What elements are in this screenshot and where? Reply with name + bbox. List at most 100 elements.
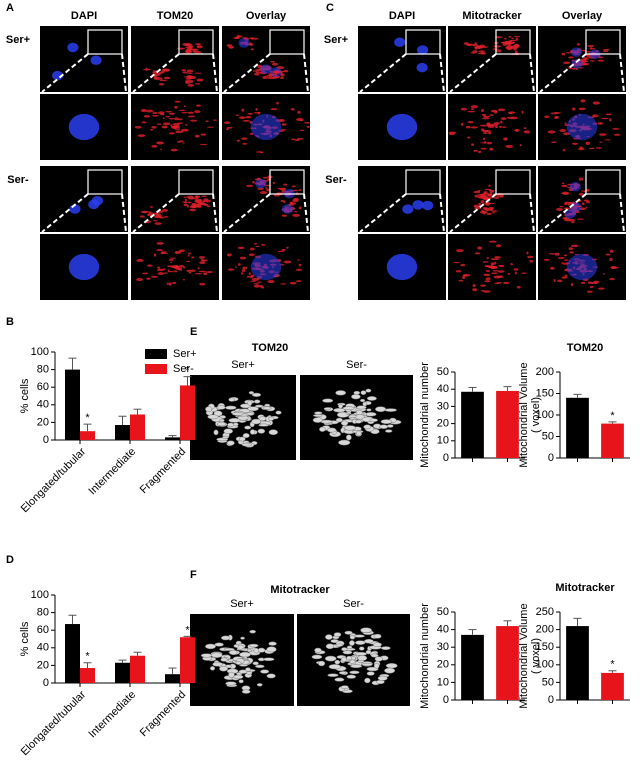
- mito: [504, 41, 511, 44]
- mito-3d: [346, 674, 357, 679]
- mito-3d: [238, 679, 244, 684]
- mito: [156, 249, 164, 252]
- mito: [277, 250, 285, 253]
- y-tick-label: 150: [536, 387, 554, 399]
- mito: [293, 211, 298, 213]
- mito: [604, 139, 611, 141]
- y-axis-label: Mitochondrial Volume: [518, 362, 530, 467]
- mito: [226, 253, 232, 257]
- zoom-line: [449, 193, 497, 233]
- mito: [205, 120, 209, 123]
- mito: [579, 146, 583, 150]
- mito: [192, 197, 199, 200]
- zoom-line: [41, 193, 89, 233]
- mito-3d: [377, 675, 388, 681]
- mito-3d: [327, 673, 339, 677]
- mito: [183, 196, 188, 198]
- mito: [480, 194, 488, 198]
- bar: [461, 391, 484, 458]
- significance: *: [85, 651, 90, 663]
- y-tick-label: 30: [437, 400, 449, 412]
- mito: [296, 138, 304, 140]
- bar: [496, 390, 519, 458]
- mito: [254, 72, 260, 76]
- nucleus: [570, 47, 582, 57]
- mito-3d: [384, 667, 396, 674]
- mito-3d: [322, 398, 334, 403]
- mito-3d: [312, 417, 323, 423]
- mito: [491, 212, 496, 214]
- mito: [229, 47, 233, 49]
- mito: [473, 149, 479, 152]
- mito: [586, 200, 591, 204]
- zoom-line: [439, 53, 445, 93]
- mito-3d: [366, 671, 375, 676]
- mito: [170, 148, 178, 152]
- mito: [609, 118, 612, 122]
- mito: [488, 131, 492, 135]
- y-tick-label: 200: [536, 366, 554, 378]
- panel-letter: D: [6, 554, 14, 566]
- y-tick-label: 10: [437, 435, 449, 447]
- mito: [509, 39, 513, 43]
- mito: [467, 136, 471, 139]
- nucleus: [250, 113, 282, 141]
- mito: [153, 253, 157, 257]
- x-tick-label: Fragmented: [138, 689, 188, 739]
- mito: [183, 201, 188, 204]
- mito: [206, 126, 215, 128]
- mito-3d: [258, 423, 270, 427]
- mito-3d: [239, 651, 251, 658]
- mito: [295, 280, 302, 282]
- mito-3d: [222, 435, 229, 439]
- mito: [494, 110, 498, 114]
- mito: [283, 260, 292, 264]
- mito: [501, 126, 507, 128]
- mito: [505, 144, 514, 149]
- mito: [463, 42, 469, 45]
- mito: [163, 272, 169, 274]
- mito: [521, 110, 524, 114]
- x-tick-label: Fragmented: [138, 446, 188, 496]
- mito: [226, 44, 233, 47]
- mito: [280, 129, 287, 131]
- mito: [590, 60, 595, 62]
- mito: [494, 256, 502, 259]
- mito: [568, 56, 574, 59]
- mito: [482, 137, 486, 141]
- mito: [289, 281, 297, 285]
- zoom-line: [223, 193, 271, 233]
- mito: [212, 119, 217, 121]
- mito-3d: [350, 664, 363, 669]
- mito: [585, 206, 588, 209]
- mito: [556, 207, 563, 212]
- mito-3d: [205, 643, 216, 650]
- mito: [485, 270, 490, 272]
- mito-3d: [324, 655, 337, 662]
- mito: [187, 254, 190, 257]
- mito: [479, 142, 488, 144]
- mito-3d: [379, 424, 389, 429]
- mito: [513, 48, 517, 51]
- mito-3d: [334, 659, 341, 665]
- legend-swatch: [145, 349, 167, 359]
- nucleus: [88, 199, 100, 210]
- mito: [474, 196, 479, 198]
- mito: [598, 287, 605, 290]
- mito-3d: [366, 408, 372, 412]
- nucleus: [422, 200, 434, 211]
- mito: [291, 185, 297, 188]
- mito: [162, 122, 171, 126]
- mito: [174, 100, 181, 103]
- mito: [511, 37, 514, 40]
- mito: [298, 206, 302, 210]
- mito: [576, 43, 581, 46]
- mito: [187, 115, 196, 118]
- mito: [160, 251, 166, 255]
- mito: [234, 266, 237, 268]
- mito: [159, 217, 165, 219]
- mito: [557, 257, 565, 259]
- mito: [154, 215, 161, 219]
- mito: [519, 144, 522, 147]
